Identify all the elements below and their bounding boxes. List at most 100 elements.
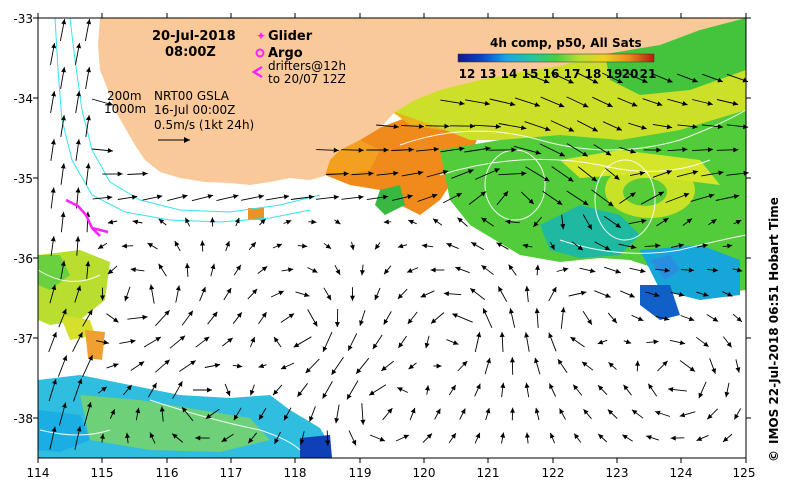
current-arrow-head	[568, 127, 575, 132]
current-arrow-head	[76, 43, 82, 49]
drifters-legend-line1: drifters@12h	[268, 59, 346, 73]
current-arrow-head	[407, 268, 413, 273]
current-arrow-head	[460, 408, 466, 415]
current-arrow-head	[556, 199, 563, 205]
current-arrow-head	[446, 243, 452, 248]
current-arrow-head	[482, 308, 488, 314]
current-arrow-head	[664, 267, 670, 273]
current-arrow-head	[654, 292, 660, 298]
current-arrow-head	[312, 268, 318, 273]
current-arrow-head	[615, 268, 621, 274]
current-arrow-head	[51, 43, 57, 49]
current-arrow-head	[334, 322, 340, 327]
current-arrow-head	[410, 407, 416, 414]
current-arrow-head	[426, 433, 432, 439]
current-arrow-head	[75, 187, 81, 193]
current-arrow-head	[735, 220, 742, 225]
current-arrow-head	[190, 360, 196, 366]
current-arrow-head	[457, 217, 463, 223]
scale-arrow-icon	[158, 137, 190, 143]
current-arrow-head	[717, 77, 723, 83]
current-arrow-head	[226, 288, 232, 294]
current-arrow-head	[509, 357, 515, 363]
current-arrow-head	[309, 416, 314, 422]
current-arrow-head	[250, 242, 256, 248]
current-arrow-head	[598, 434, 604, 440]
drifter-track	[65, 198, 109, 237]
current-arrow-head	[100, 433, 105, 439]
current-arrow-head	[692, 77, 698, 83]
current-arrow-head	[121, 243, 127, 249]
current-arrow-head	[726, 341, 732, 348]
current-arrow-head	[592, 78, 599, 84]
current-arrow-head	[195, 435, 201, 441]
current-arrow-head	[212, 311, 218, 318]
current-arrow-head	[683, 192, 690, 198]
argo-marker-icon	[255, 48, 265, 58]
current-arrow-head	[435, 408, 441, 415]
current-arrow-head	[393, 124, 399, 129]
current-arrow-head	[608, 362, 614, 368]
current-arrow-head	[397, 293, 403, 299]
current-arrow-head	[442, 169, 449, 175]
lon-tick-label: 117	[220, 466, 243, 480]
current-arrow-head	[605, 150, 612, 156]
current-arrow-head	[718, 170, 724, 176]
current-arrow-head	[711, 368, 716, 374]
current-arrow-head	[648, 383, 654, 390]
credit-text: IMOS 22-Jul-2018 06:51 Hobart Time	[767, 197, 781, 444]
current-arrow-head	[325, 243, 332, 249]
current-arrow-head	[214, 363, 221, 368]
current-arrow-head	[617, 78, 623, 84]
current-arrow-head	[103, 339, 109, 345]
isobath-1000-label: 1000m	[104, 102, 146, 116]
current-arrow-head	[76, 426, 82, 432]
current-arrow-head	[107, 148, 113, 153]
current-arrow-head	[138, 361, 145, 367]
current-arrow-head	[550, 432, 555, 439]
current-arrow-head	[608, 201, 614, 207]
current-arrow-head	[499, 332, 505, 338]
current-arrow-head	[236, 264, 241, 271]
current-arrow-head	[288, 267, 294, 273]
current-arrow-head	[261, 312, 267, 318]
current-arrow-head	[452, 313, 458, 318]
current-arrow-head	[325, 440, 331, 446]
current-arrow-head	[424, 342, 430, 349]
current-arrow-head	[350, 295, 355, 301]
current-arrow-head	[110, 409, 115, 415]
current-arrow-head	[201, 286, 206, 293]
current-arrow-head	[360, 419, 366, 425]
current-arrow-head	[384, 268, 390, 275]
current-arrow-head	[622, 434, 628, 440]
current-arrow-head	[509, 101, 516, 107]
lon-tick-label: 123	[606, 466, 629, 480]
current-arrow-head	[629, 292, 635, 298]
current-arrow-head	[580, 290, 587, 296]
current-arrow-head	[570, 337, 576, 342]
current-arrow-head	[87, 309, 93, 316]
current-arrow-head	[678, 292, 685, 297]
current-arrow-head	[383, 319, 389, 325]
current-arrow-head	[51, 426, 57, 432]
current-arrow-head	[688, 267, 694, 273]
lat-tick-label: -34	[13, 92, 33, 106]
current-arrow-head	[87, 402, 92, 408]
colorbar-tick: 18	[585, 67, 602, 81]
current-arrow-head	[670, 435, 676, 441]
current-arrow-head	[308, 194, 315, 200]
current-arrow-head	[359, 320, 364, 326]
current-arrow-head	[560, 223, 566, 230]
lon-tick-label: 119	[349, 466, 372, 480]
lon-tick-labels: 114 115 116 117 118 119 120 121 122 123 …	[27, 466, 756, 480]
current-arrow-head	[233, 194, 239, 199]
current-arrow-head	[736, 267, 743, 273]
colorbar-tick: 15	[522, 67, 539, 81]
current-arrow-head	[142, 171, 148, 177]
credit: © IMOS 22-Jul-2018 06:51 Hobart Time	[767, 197, 781, 462]
copyright-icon: ©	[767, 450, 781, 462]
current-arrow-head	[544, 176, 550, 182]
current-arrow-head	[333, 194, 339, 200]
colorbar: 4h comp, p50, All Sats 12 13 14 15 16 17…	[457, 36, 656, 81]
current-arrow-head	[50, 187, 56, 193]
